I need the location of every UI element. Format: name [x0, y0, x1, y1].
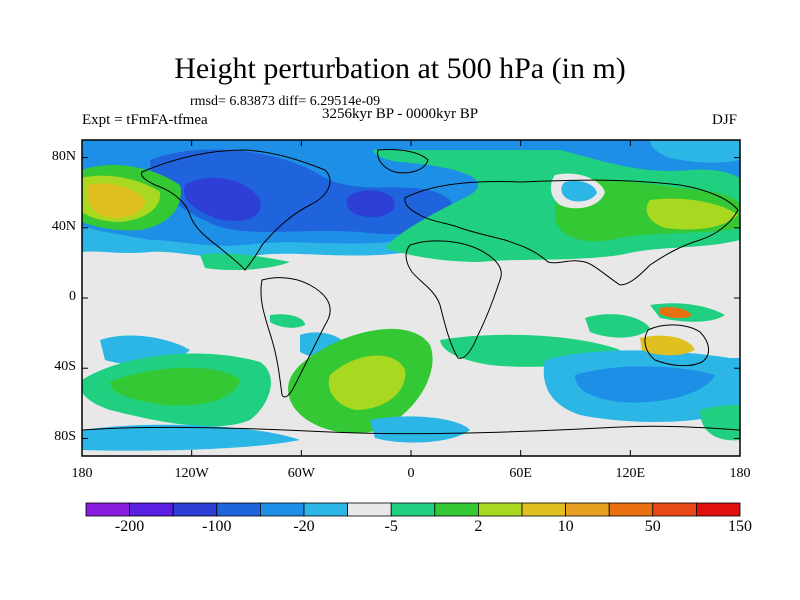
- period-line: 3256kyr BP - 0000kyr BP: [322, 106, 479, 122]
- contour-na-core: [184, 177, 261, 221]
- contour-sa-lime: [328, 355, 406, 410]
- y-tick-label: 80N: [51, 148, 76, 164]
- x-tick-label: 120E: [615, 466, 646, 481]
- coast-australia: [644, 324, 709, 367]
- colorbar-label: 50: [644, 518, 661, 535]
- contour-asia-lime: [646, 198, 738, 230]
- coastlines: [82, 149, 740, 435]
- contour-sw-pacific-green: [700, 404, 740, 441]
- stats-line: rmsd= 6.83873 diff= 6.29514e-09: [190, 94, 381, 109]
- colorbar-swatch: [696, 502, 741, 517]
- contour-so-blue: [575, 366, 715, 403]
- x-tick-label: 0: [407, 466, 415, 481]
- colorbar-swatch: [390, 502, 436, 517]
- contour-maritime-orange: [660, 307, 692, 319]
- contour-so-cyan: [370, 416, 470, 443]
- colorbar-label: -20: [293, 518, 315, 535]
- colorbar-label: 150: [728, 518, 752, 535]
- colorbar-label: -5: [384, 518, 398, 535]
- colorbar-swatch: [608, 502, 654, 517]
- x-tick-label: 180: [729, 466, 751, 481]
- y-tick-label: 0: [69, 289, 76, 304]
- coast-eurasia: [404, 179, 739, 286]
- contour-pacific-low: [82, 226, 150, 248]
- contour-asia-cyan: [561, 180, 597, 202]
- coast-greenland: [377, 149, 429, 174]
- colorbar-swatch: [347, 502, 392, 517]
- colorbar-swatch: [172, 502, 218, 517]
- coast-north-america: [141, 149, 331, 271]
- colorbar-swatch: [477, 502, 523, 517]
- contour-atlantic-core: [346, 190, 395, 218]
- y-tick-label: 40N: [51, 218, 76, 234]
- coast-africa: [405, 240, 502, 359]
- y-tick-label: 80S: [54, 429, 76, 445]
- colorbar: [85, 502, 741, 517]
- contour-arctic-cyan: [650, 140, 740, 163]
- colorbar-swatch: [565, 502, 610, 517]
- season-label: DJF: [712, 112, 738, 128]
- colorbar-swatch: [521, 502, 566, 517]
- x-tick-label: 60E: [509, 466, 532, 481]
- colorbar-swatch: [85, 502, 130, 517]
- experiment-label: Expt = tFmFA-tfmea: [82, 112, 208, 128]
- x-tick-label: 180: [71, 466, 93, 481]
- contour-io-green: [585, 314, 650, 338]
- colorbar-swatch: [434, 502, 479, 517]
- plot-title: Height perturbation at 500 hPa (in m): [174, 52, 626, 85]
- contour-aus-yellow: [640, 335, 695, 356]
- x-tick-label: 120W: [174, 466, 209, 481]
- colorbar-swatch: [259, 502, 305, 517]
- colorbar-swatch: [303, 502, 348, 517]
- y-tick-label: 40S: [54, 359, 76, 375]
- colorbar-label: 2: [474, 518, 483, 535]
- x-tick-label: 60W: [287, 466, 315, 481]
- colorbar-label: -200: [114, 518, 145, 535]
- coast-south-america: [260, 277, 331, 398]
- colorbar-swatch: [652, 502, 697, 517]
- contour-sp-green-dark: [110, 367, 240, 406]
- colorbar-swatch: [216, 502, 261, 517]
- coast-antarctica: [82, 425, 740, 435]
- contour-sa-green: [270, 314, 305, 328]
- colorbar-label: 10: [557, 518, 574, 535]
- contour-field: [82, 140, 740, 456]
- contour-pacific-yellow: [88, 183, 145, 218]
- colorbar-label: -100: [202, 518, 232, 535]
- colorbar-swatch: [129, 502, 174, 517]
- contour-antarctic-cyan: [82, 424, 300, 451]
- contour-tropic-green: [200, 253, 290, 270]
